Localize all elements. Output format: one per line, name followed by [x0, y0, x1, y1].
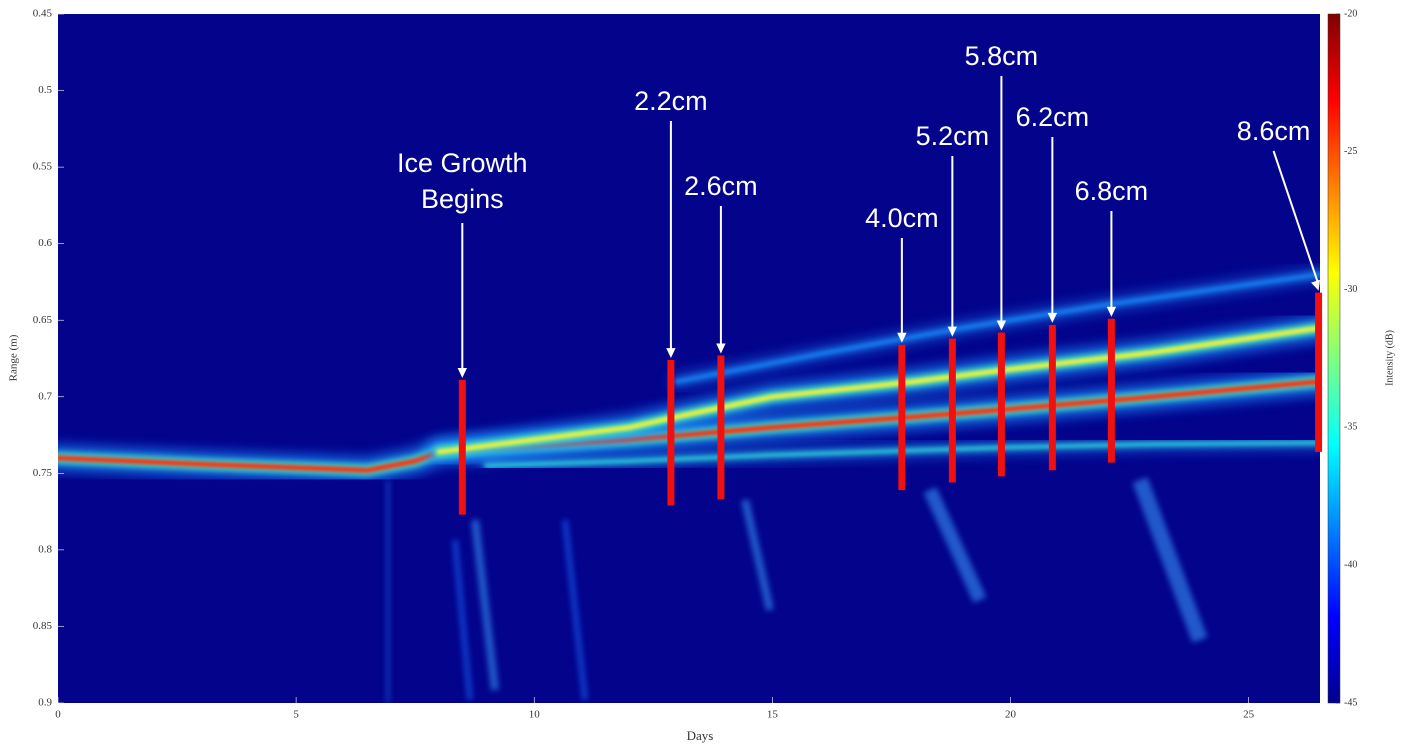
annotation-arrowhead [716, 343, 726, 354]
annotation-label: 4.0cm [865, 203, 939, 233]
annotation-label: 2.6cm [684, 171, 758, 201]
x-axis-label: Days [687, 728, 714, 743]
annotation-label: 6.8cm [1074, 176, 1149, 206]
echo-trace [485, 441, 1320, 468]
y-tick-label: 0.75 [33, 467, 53, 479]
annotation-arrowhead [947, 326, 958, 337]
annotation-arrowhead [457, 367, 468, 378]
y-tick-label: 0.8 [38, 543, 52, 555]
axes: 0 5 10 15 20 25 0.45 0.5 0.55 0.6 0.65 0.7 0.75 0.8 0.… [33, 8, 1358, 721]
colorbar-tick-label: -35 [1344, 422, 1357, 433]
y-tick-label: 0.9 [38, 697, 52, 709]
x-tick-label: 25 [1243, 709, 1255, 721]
annotation-label: Ice Growth Begins [397, 148, 528, 214]
y-tick-label: 0.6 [38, 237, 52, 249]
x-tick-label: 0 [55, 709, 61, 721]
y-tick-label: 0.5 [38, 84, 52, 96]
colorbar-label: Intensity (dB) [1384, 330, 1395, 386]
y-tick-label: 0.7 [38, 390, 52, 402]
colorbar-tick-label: -30 [1344, 284, 1357, 295]
echo-trace [675, 272, 1320, 383]
x-tick-label: 20 [1005, 709, 1017, 721]
traces [58, 266, 1320, 484]
colorbar-tick-label: -25 [1344, 146, 1357, 157]
colorbar-tick-label: -45 [1344, 697, 1357, 708]
annotation-label: 6.2cm [1015, 102, 1090, 132]
annotation-label: 5.2cm [915, 121, 990, 151]
colorbar [1327, 13, 1341, 704]
annotation-arrowhead [897, 332, 907, 343]
y-tick-label: 0.65 [33, 314, 53, 326]
y-axis-label: Range (m) [8, 334, 20, 381]
colorbar-tick-label: -40 [1344, 559, 1357, 570]
annotation-arrowhead [1047, 312, 1058, 323]
annotation-label: 5.8cm [964, 41, 1039, 71]
x-tick-label: 5 [293, 709, 299, 721]
annotation-label: 8.6cm [1236, 116, 1311, 146]
annotation-label: 2.2cm [634, 86, 708, 116]
x-tick-label: 15 [767, 709, 779, 721]
annotation-arrowhead [1106, 306, 1117, 317]
annotation-arrowhead [1311, 279, 1321, 291]
y-tick-label: 0.45 [33, 8, 53, 20]
echo-trace [436, 325, 1320, 455]
annotation-arrow [1272, 150, 1320, 285]
y-tick-label: 0.55 [33, 161, 53, 173]
echo-streaks [386, 477, 1208, 703]
x-tick-label: 10 [529, 709, 541, 721]
y-tick-label: 0.85 [33, 620, 53, 632]
annotation-arrowhead [666, 348, 676, 359]
annotation-arrowhead [996, 320, 1007, 331]
colorbar-tick-label: -20 [1344, 8, 1357, 19]
